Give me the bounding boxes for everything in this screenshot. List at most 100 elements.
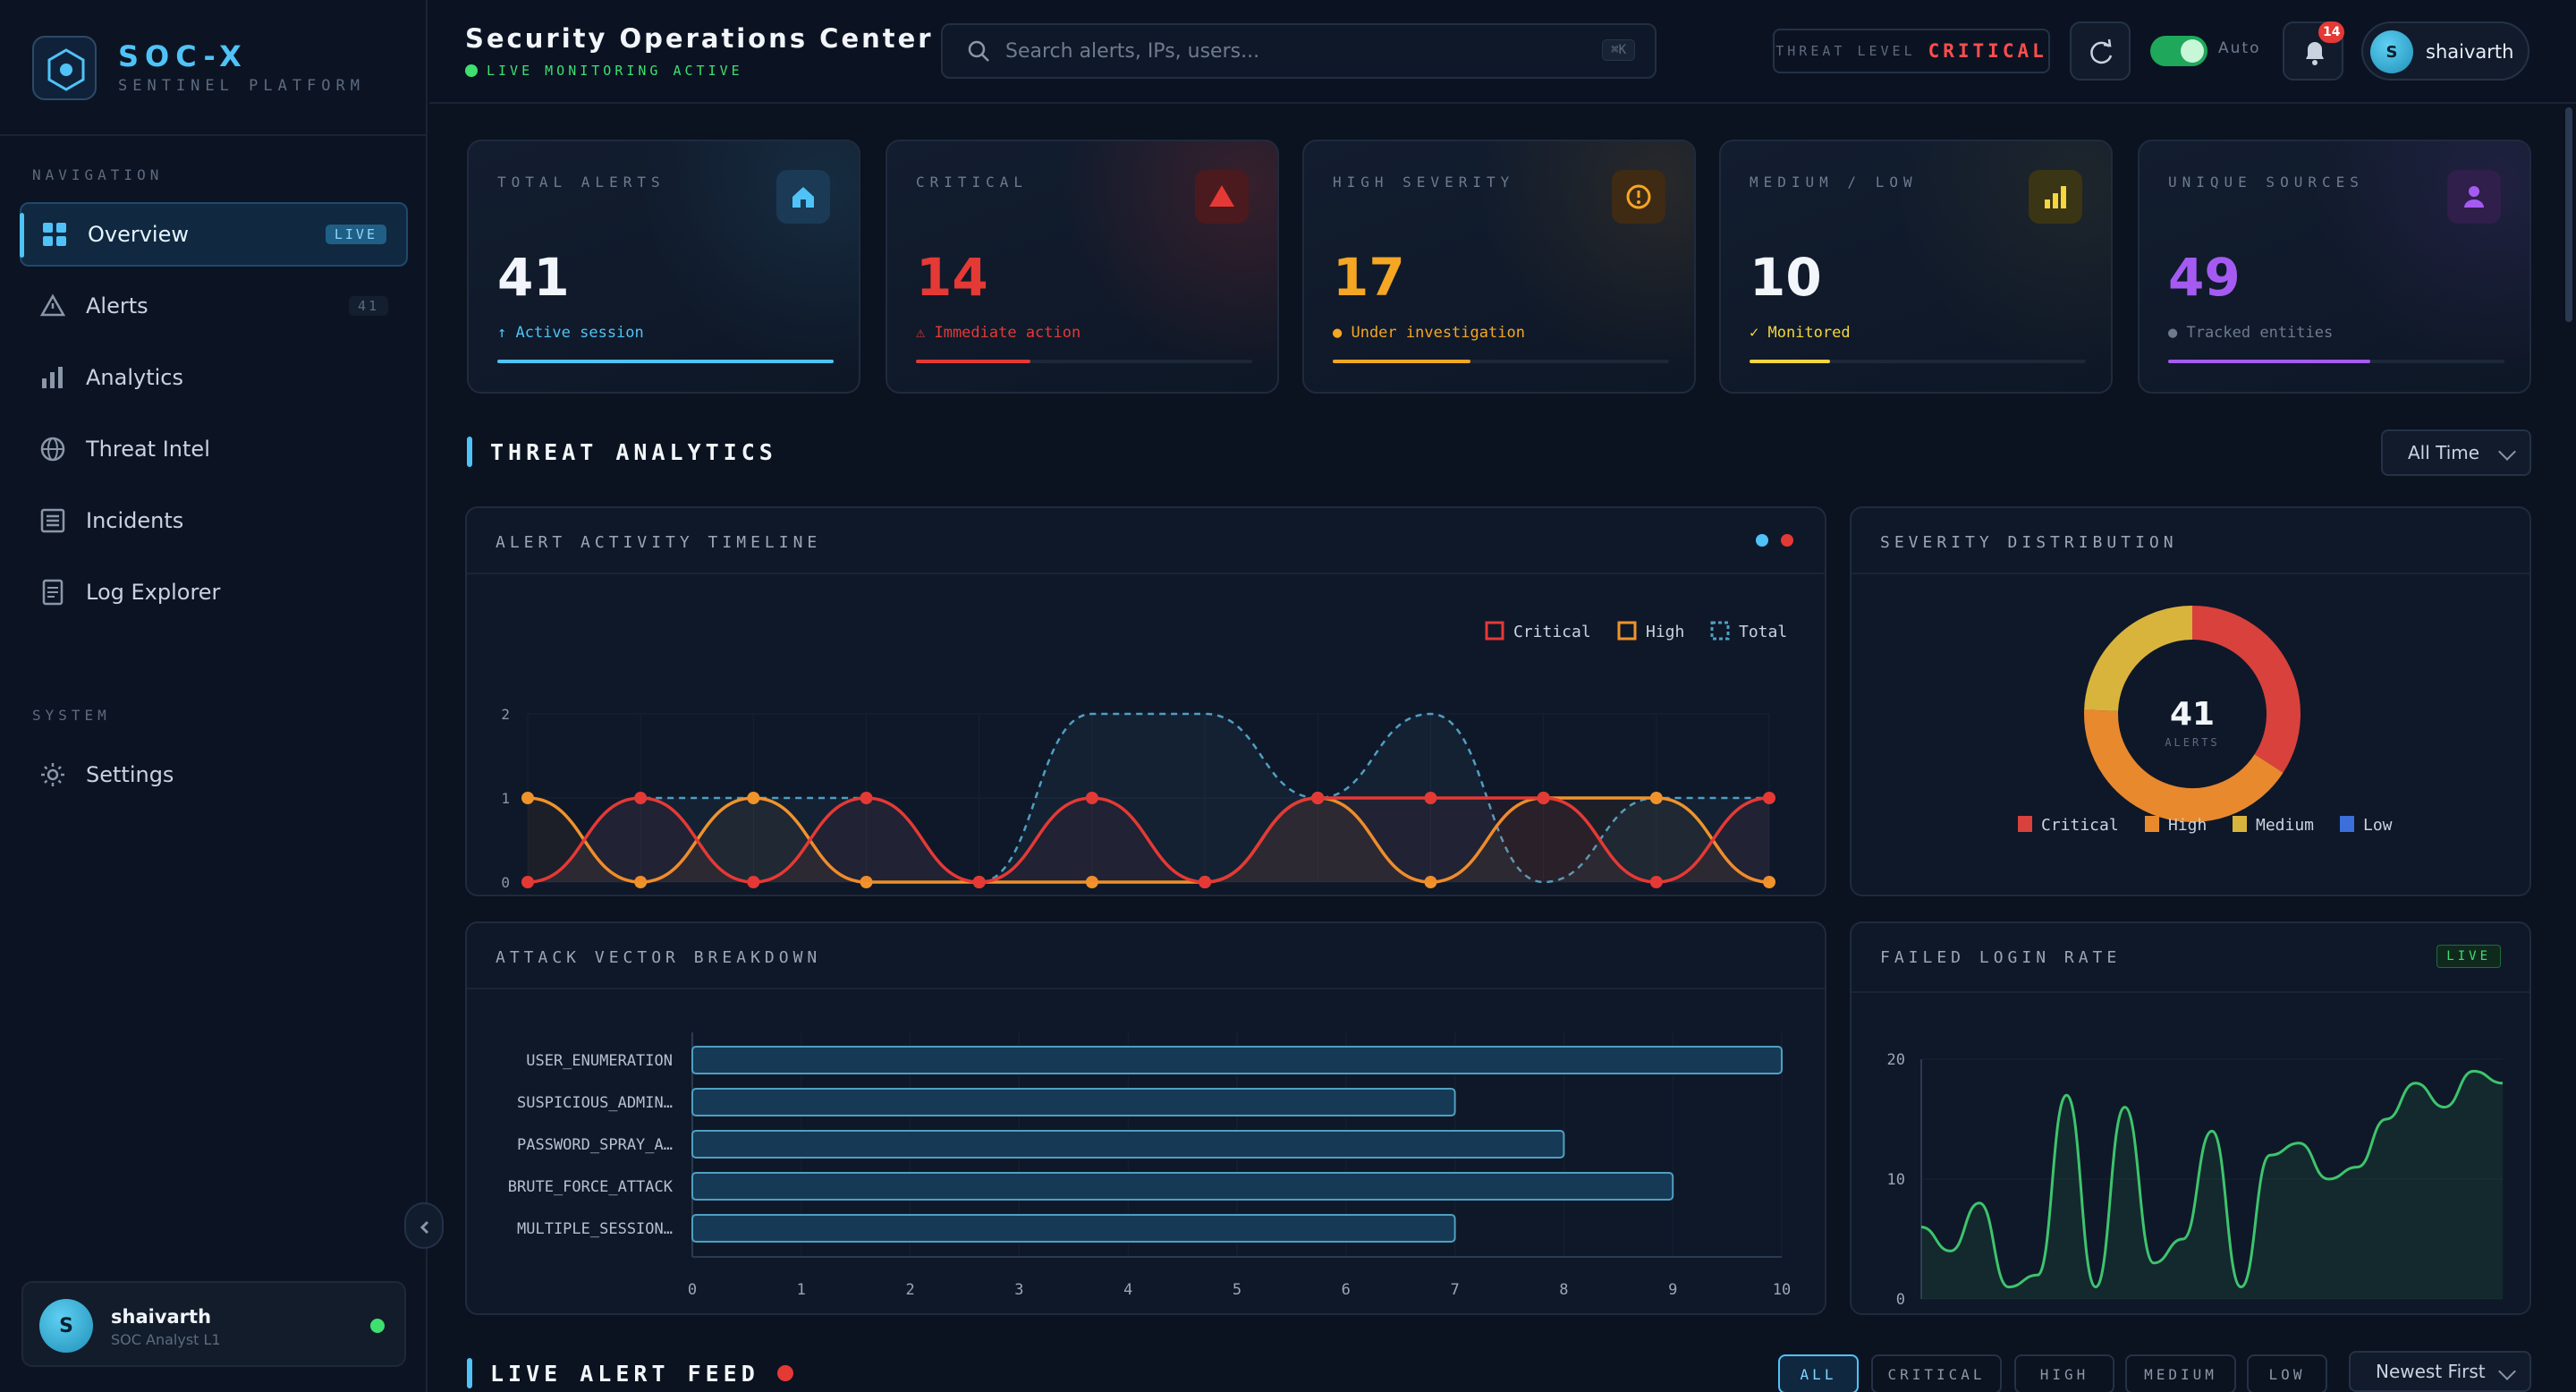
user-menu-button[interactable]: S shaivarth	[2361, 21, 2529, 81]
sort-select[interactable]: Newest First	[2349, 1351, 2531, 1392]
alerts-count-badge: 41	[348, 296, 388, 316]
sort-value: Newest First	[2376, 1361, 2486, 1382]
x-tick-label: 4	[1123, 1281, 1132, 1299]
nav-section-label: NAVIGATION	[32, 166, 164, 183]
stat-value: 17	[1333, 247, 1405, 308]
x-tick-label: 2	[905, 1281, 914, 1299]
category-label: PASSWORD_SPRAY_A…	[517, 1136, 673, 1154]
bar	[691, 1214, 1456, 1243]
search-shortcut: ⌘K	[1602, 39, 1635, 61]
sidebar-item-label: Settings	[86, 762, 174, 787]
live-status-text: LIVE MONITORING ACTIVE	[487, 63, 743, 79]
user-name: shaivarth	[111, 1306, 212, 1328]
login-area	[1921, 1071, 2503, 1299]
sidebar-item-threat-intel[interactable]: Threat Intel	[20, 417, 408, 481]
timeline-chart: 01200:0001:0002:0003:0004:0005:0006:0007…	[501, 621, 1787, 891]
gear-icon	[41, 763, 64, 786]
x-tick-label: 3	[1014, 1281, 1023, 1299]
y-tick-label: 2	[501, 706, 510, 723]
filter-critical-button[interactable]: CRITICAL	[1871, 1354, 2002, 1392]
bell-icon	[2306, 42, 2324, 65]
stat-subtitle: ↑ Active session	[497, 324, 644, 342]
legend-label: Total	[1739, 623, 1787, 641]
live-feed-header: LIVE ALERT FEED	[467, 1358, 793, 1388]
failed-login-panel: FAILED LOGIN RATE LIVE 0 10 20	[1850, 921, 2531, 1315]
y-tick-label: 1	[501, 790, 510, 807]
document-icon	[42, 579, 64, 606]
avatar: S	[39, 1299, 93, 1353]
data-point	[521, 792, 534, 804]
user-icon	[2447, 170, 2501, 224]
section-title: THREAT ANALYTICS	[490, 438, 777, 465]
auto-refresh-toggle[interactable]	[2150, 36, 2207, 66]
filter-high-button[interactable]: HIGH	[2014, 1354, 2114, 1392]
medium-low-card[interactable]: MEDIUM / LOW 10 ✓ Monitored	[1719, 140, 2113, 394]
legend-swatch	[1485, 621, 1504, 641]
stat-value: 10	[1750, 247, 1822, 308]
legend-swatch	[2018, 816, 2032, 832]
stat-label: UNIQUE SOURCES	[2168, 174, 2364, 191]
brand-subtitle: SENTINEL PLATFORM	[118, 77, 365, 95]
sidebar-divider	[0, 134, 426, 136]
live-monitoring-status: LIVE MONITORING ACTIVE	[465, 63, 743, 79]
donut-slice-medium	[2084, 606, 2193, 712]
bar	[691, 1172, 1674, 1201]
refresh-button[interactable]	[2070, 21, 2131, 81]
user-profile-card[interactable]: S shaivarth SOC Analyst L1	[21, 1281, 406, 1367]
sidebar-item-analytics[interactable]: Analytics	[20, 345, 408, 410]
live-badge: LIVE	[2436, 945, 2501, 968]
data-point	[521, 876, 534, 888]
stat-value: 41	[497, 247, 570, 308]
time-range-select[interactable]: All Time	[2381, 429, 2531, 476]
failed-login-chart: 0 10 20	[1887, 1051, 2504, 1309]
data-point	[1085, 876, 1098, 888]
stat-label: HIGH SEVERITY	[1333, 174, 1515, 191]
scrollbar[interactable]	[2565, 107, 2572, 322]
attack-vector-panel: ATTACK VECTOR BREAKDOWN 0 1 2 3 4 5 6 7 8 9 10 USER…	[465, 921, 1826, 1315]
stat-subtitle: ● Tracked entities	[2168, 324, 2334, 342]
high-severity-card[interactable]: HIGH SEVERITY 17 ● Under investigation	[1302, 140, 1696, 394]
data-point	[634, 792, 648, 804]
stat-value: 14	[916, 247, 988, 308]
live-badge: LIVE	[325, 225, 386, 244]
warning-icon	[39, 293, 66, 317]
critical-card[interactable]: CRITICAL 14 ⚠ Immediate action	[886, 140, 1279, 394]
stat-progress-bar	[1750, 360, 2086, 363]
legend-label: Medium	[2256, 816, 2314, 835]
notifications-button[interactable]: 14	[2283, 21, 2345, 81]
sidebar-item-alerts[interactable]: Alerts 41	[20, 274, 408, 338]
stat-progress-bar	[497, 360, 834, 363]
legend-label: High	[1646, 623, 1684, 641]
data-point	[860, 876, 873, 888]
refresh-icon	[2090, 38, 2113, 64]
filter-medium-button[interactable]: MEDIUM	[2125, 1354, 2236, 1392]
donut-slice-high	[2084, 709, 2284, 822]
sidebar-item-log-explorer[interactable]: Log Explorer	[20, 560, 408, 624]
filter-all-button[interactable]: ALL	[1778, 1354, 1859, 1392]
search-input[interactable]: Search alerts, IPs, users... ⌘K	[941, 23, 1657, 79]
user-role: SOC Analyst L1	[111, 1331, 221, 1348]
sidebar-item-incidents[interactable]: Incidents	[20, 488, 408, 553]
data-point	[1763, 792, 1775, 804]
filter-low-button[interactable]: LOW	[2247, 1354, 2327, 1392]
notification-count-badge: 14	[2318, 21, 2345, 43]
donut-slice-critical	[2191, 606, 2301, 773]
unique-sources-card[interactable]: UNIQUE SOURCES 49 ● Tracked entities	[2138, 140, 2531, 394]
bar	[691, 1088, 1456, 1116]
y-tick-label: 20	[1887, 1051, 1905, 1069]
collapse-sidebar-button[interactable]	[404, 1202, 444, 1249]
sidebar-item-label: Alerts	[86, 293, 148, 318]
legend-swatch	[2145, 816, 2159, 832]
x-tick-label: 7	[1450, 1281, 1459, 1299]
legend-label: Critical	[2041, 816, 2119, 835]
page-title: Security Operations Center	[465, 23, 934, 54]
series-line-critical	[527, 796, 1770, 884]
total-alerts-card[interactable]: TOTAL ALERTS 41 ↑ Active session	[467, 140, 860, 394]
sidebar-item-overview[interactable]: Overview LIVE	[20, 202, 408, 267]
stat-value: 49	[2168, 247, 2241, 308]
home-icon	[776, 170, 830, 224]
category-label: SUSPICIOUS_ADMIN…	[517, 1094, 673, 1112]
legend-swatch	[2233, 816, 2247, 832]
sidebar-item-settings[interactable]: Settings	[20, 743, 408, 807]
legend-swatch	[1710, 621, 1730, 641]
